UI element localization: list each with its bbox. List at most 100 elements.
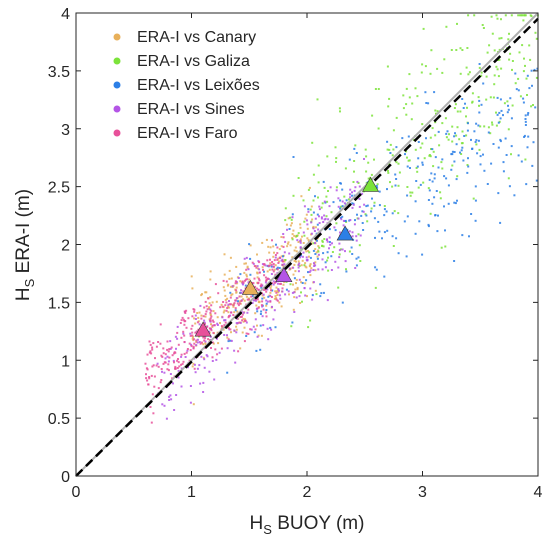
data-point bbox=[465, 134, 468, 137]
data-point bbox=[297, 270, 300, 273]
mean-triangle-3 bbox=[336, 225, 354, 241]
data-point bbox=[386, 148, 389, 151]
data-point bbox=[328, 236, 331, 239]
data-point bbox=[162, 352, 165, 355]
data-point bbox=[271, 305, 273, 308]
data-point bbox=[445, 25, 448, 28]
data-point bbox=[417, 141, 420, 143]
data-point bbox=[274, 290, 277, 293]
data-point bbox=[228, 269, 231, 272]
data-point bbox=[326, 200, 329, 203]
data-point bbox=[154, 357, 156, 360]
data-point bbox=[282, 245, 285, 248]
data-point bbox=[223, 324, 226, 327]
data-point bbox=[293, 291, 296, 294]
data-point bbox=[370, 173, 373, 176]
data-point bbox=[353, 189, 356, 192]
data-point bbox=[177, 361, 180, 364]
data-point bbox=[280, 305, 283, 308]
data-point bbox=[302, 242, 305, 244]
data-point bbox=[402, 107, 405, 110]
data-point bbox=[467, 157, 469, 160]
data-point bbox=[278, 289, 280, 292]
data-point bbox=[298, 295, 301, 298]
data-point bbox=[422, 27, 425, 30]
data-point bbox=[292, 308, 295, 311]
data-point bbox=[434, 214, 437, 217]
data-point bbox=[491, 121, 493, 124]
data-point bbox=[208, 306, 211, 309]
data-point bbox=[406, 194, 409, 197]
data-point bbox=[268, 268, 271, 271]
data-point bbox=[409, 191, 412, 194]
data-point bbox=[168, 399, 171, 401]
data-point bbox=[227, 316, 230, 319]
data-point bbox=[233, 302, 236, 305]
data-point bbox=[439, 191, 442, 194]
data-point bbox=[427, 225, 430, 228]
data-point bbox=[191, 287, 194, 290]
data-point bbox=[293, 311, 296, 313]
data-point bbox=[425, 137, 427, 140]
data-point bbox=[179, 322, 182, 324]
data-point bbox=[430, 148, 432, 150]
data-point bbox=[320, 206, 323, 209]
data-point bbox=[253, 299, 255, 302]
data-point bbox=[530, 105, 533, 108]
data-point bbox=[180, 363, 183, 366]
x-axis-label: HS BUOY (m) bbox=[250, 513, 365, 537]
data-point bbox=[341, 301, 344, 304]
data-point bbox=[450, 49, 453, 51]
data-point bbox=[453, 107, 456, 109]
data-point bbox=[189, 385, 192, 387]
data-point bbox=[500, 18, 502, 21]
data-point bbox=[271, 239, 273, 242]
data-point bbox=[517, 14, 520, 17]
data-point bbox=[254, 312, 257, 315]
data-point bbox=[307, 255, 310, 258]
data-point bbox=[308, 186, 311, 189]
data-point bbox=[249, 273, 252, 276]
data-point bbox=[274, 326, 277, 329]
data-point bbox=[306, 223, 309, 226]
data-point bbox=[378, 204, 381, 207]
data-point bbox=[324, 266, 327, 269]
data-point bbox=[453, 135, 456, 138]
data-point bbox=[300, 195, 303, 198]
data-point bbox=[507, 128, 510, 131]
data-point bbox=[202, 315, 205, 318]
data-point bbox=[192, 403, 195, 406]
data-point bbox=[240, 295, 243, 298]
data-point bbox=[395, 146, 398, 149]
data-point bbox=[485, 98, 488, 101]
data-point bbox=[470, 138, 472, 141]
data-point bbox=[225, 309, 228, 312]
data-point bbox=[167, 363, 170, 366]
data-point bbox=[476, 152, 479, 155]
data-point bbox=[394, 173, 397, 176]
data-point bbox=[302, 276, 305, 279]
data-point bbox=[427, 187, 430, 190]
data-point bbox=[245, 332, 248, 335]
data-point bbox=[311, 298, 314, 301]
data-point bbox=[234, 361, 237, 364]
data-point bbox=[186, 348, 189, 350]
data-point bbox=[149, 343, 152, 346]
data-point bbox=[328, 247, 330, 250]
data-point bbox=[332, 201, 335, 204]
data-point bbox=[474, 185, 477, 188]
data-point bbox=[298, 265, 301, 267]
data-point bbox=[395, 116, 398, 119]
data-point bbox=[337, 286, 340, 289]
data-point bbox=[497, 75, 500, 78]
data-point bbox=[200, 317, 203, 320]
data-point bbox=[244, 278, 247, 281]
data-point bbox=[203, 321, 206, 324]
data-point bbox=[222, 279, 225, 282]
data-point bbox=[194, 318, 197, 320]
data-point bbox=[278, 294, 281, 297]
data-point bbox=[204, 291, 207, 294]
data-point bbox=[230, 339, 233, 342]
data-point bbox=[203, 323, 206, 326]
data-point bbox=[482, 27, 485, 29]
